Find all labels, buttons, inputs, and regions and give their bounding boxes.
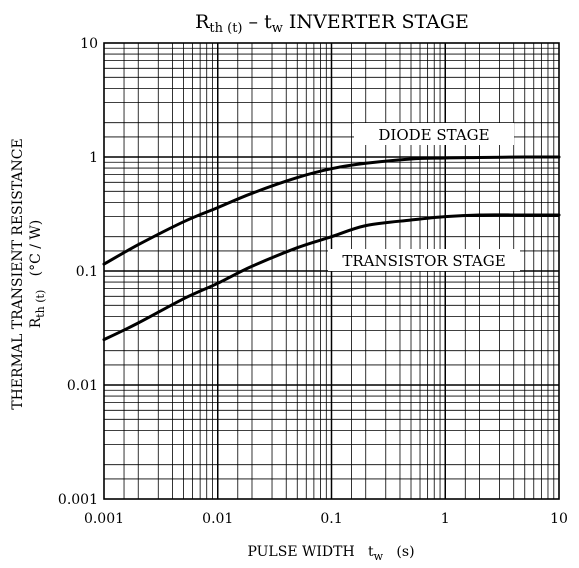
title-main-sub: th (t) (209, 21, 242, 36)
x-tick-label: 0.001 (84, 511, 124, 527)
x-tick-label: 0.01 (202, 511, 233, 527)
x-tick-labels: 0.001 0.01 0.1 1 10 (84, 511, 568, 527)
y-tick-label: 0.1 (76, 264, 98, 280)
y-axis-title-line2-unit: (°C / W) (28, 220, 44, 290)
series-line-diode (102, 155, 561, 266)
series-label-diode: DIODE STAGE (378, 126, 489, 144)
x-tick-label: 1 (441, 511, 450, 527)
x-axis-title-sub: w (374, 550, 384, 563)
chart-title: Rth (t) – tw INVERTER STAGE (195, 11, 469, 36)
y-axis-title-line2: Rth (t) (°C / W) (28, 220, 47, 329)
series-layer (102, 155, 561, 342)
title-rest: INVERTER STAGE (283, 11, 469, 33)
plot-frame (103, 42, 560, 500)
y-tick-label: 1 (89, 150, 98, 166)
y-tick-labels: 0.001 0.01 0.1 1 10 (58, 36, 98, 508)
title-dash: – t (243, 11, 273, 33)
y-axis-title: THERMAL TRANSIENT RESISTANCE Rth (t) (°C… (10, 138, 47, 409)
series-line-transistor (102, 213, 561, 342)
transistor-label-background (328, 249, 520, 271)
y-axis-title-line2-sub: th (t) (34, 290, 47, 318)
title-dash-sub: w (272, 21, 283, 36)
y-tick-label: 0.01 (67, 378, 98, 394)
diode-label-background (354, 123, 514, 145)
title-main: R (195, 11, 210, 33)
x-axis-title-text: PULSE WIDTH t (247, 544, 374, 560)
x-axis-title-unit: (s) (383, 544, 414, 560)
y-tick-label: 0.001 (58, 492, 98, 508)
y-axis-title-line2-main: R (28, 317, 44, 328)
y-tick-label: 10 (80, 36, 98, 52)
x-tick-label: 0.1 (320, 511, 342, 527)
x-tick-label: 10 (550, 511, 568, 527)
x-axis-title: PULSE WIDTH tw (s) (247, 544, 414, 563)
y-axis-title-line1: THERMAL TRANSIENT RESISTANCE (10, 138, 26, 409)
series-label-transistor: TRANSISTOR STAGE (342, 252, 505, 270)
